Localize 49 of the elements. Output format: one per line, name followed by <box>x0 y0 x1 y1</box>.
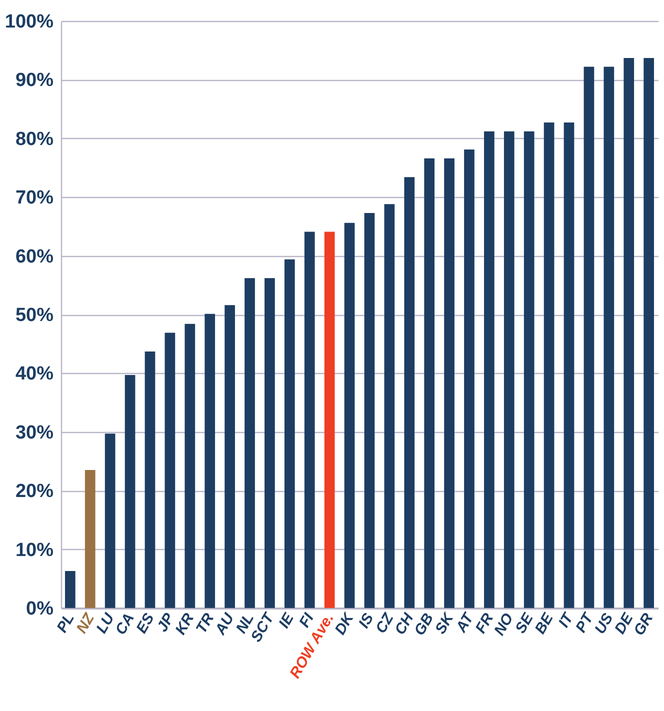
bar <box>104 434 116 608</box>
bar <box>364 212 375 608</box>
bar <box>344 222 355 608</box>
x-tick-label: BE <box>532 610 558 638</box>
bar <box>644 58 654 608</box>
y-tick-label: 60% <box>15 246 54 268</box>
bar <box>284 259 295 608</box>
y-tick-label: 100% <box>4 12 54 32</box>
bar <box>584 66 594 608</box>
bar <box>444 158 454 608</box>
bar <box>544 122 554 608</box>
bar <box>564 122 574 608</box>
x-tick-label: DK <box>332 609 358 638</box>
x-tick-label: IE <box>276 610 298 632</box>
bar <box>524 131 534 608</box>
bar <box>124 374 136 608</box>
bar <box>244 278 255 608</box>
y-tick-label: 20% <box>15 481 54 502</box>
x-tick-label: SK <box>432 609 458 638</box>
y-tick-label: 70% <box>15 188 54 209</box>
x-tick-label: PL <box>54 610 78 636</box>
bar <box>65 571 76 608</box>
bar <box>404 177 415 608</box>
y-tick-label: 40% <box>15 364 54 385</box>
bar <box>184 324 196 608</box>
y-tick-label: 10% <box>15 540 54 561</box>
bar <box>164 332 176 608</box>
bar <box>504 131 514 608</box>
bar <box>424 158 435 608</box>
bar <box>304 232 315 608</box>
bar <box>484 131 494 608</box>
bar <box>384 204 395 608</box>
y-tick-label: 30% <box>15 422 54 444</box>
x-tick-label: TR <box>192 610 218 636</box>
bar <box>464 150 474 608</box>
x-tick-label: FI <box>296 610 318 631</box>
bar <box>624 58 634 608</box>
bar <box>604 66 614 608</box>
bar <box>264 278 275 608</box>
y-tick-label: 50% <box>15 305 54 326</box>
x-tick-label: IS <box>355 610 378 632</box>
y-tick-label: 80% <box>15 128 54 150</box>
bar <box>224 305 235 608</box>
y-tick-label: 0% <box>26 598 54 620</box>
bar <box>324 232 335 608</box>
bar <box>204 314 216 608</box>
bar <box>144 351 156 608</box>
y-tick-label: 90% <box>15 70 54 92</box>
bar <box>84 470 96 608</box>
